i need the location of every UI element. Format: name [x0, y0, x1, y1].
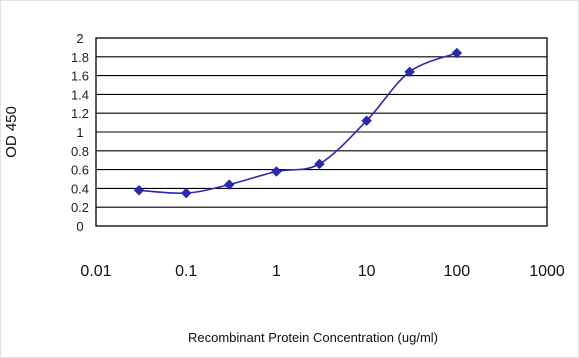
y-tick-label: 0 [76, 219, 83, 234]
data-point [223, 179, 235, 190]
y-tick-label: 1.2 [71, 106, 89, 121]
x-tick-label: 0.01 [80, 263, 111, 280]
y-tick-label: 2 [76, 31, 83, 46]
data-point [361, 115, 372, 127]
plot-area [95, 37, 548, 227]
data-point [180, 187, 192, 199]
x-axis-label: Recombinant Protein Concentration (ug/ml… [188, 330, 438, 345]
y-tick-label: 0.4 [71, 181, 89, 196]
gridlines [96, 56, 547, 208]
x-tick-label: 100 [443, 263, 470, 280]
data-point [133, 184, 145, 196]
x-tick-label: 0.1 [175, 263, 197, 280]
data-point [451, 47, 463, 59]
data-markers [133, 47, 463, 199]
x-tick-label: 1 [272, 263, 281, 280]
y-tick-label: 0.6 [71, 163, 89, 178]
x-tick-label: 10 [358, 263, 376, 280]
data-point [314, 158, 325, 170]
y-tick-label: 1.4 [71, 87, 89, 102]
y-tick-label: 0.8 [71, 144, 89, 159]
y-tick-label: 1 [76, 125, 83, 140]
y-tick-label: 1.6 [71, 69, 89, 84]
y-axis-label: OD 450 [3, 106, 20, 158]
data-point [271, 166, 282, 177]
x-tick-label: 1000 [529, 263, 565, 280]
y-tick-label: 0.2 [71, 200, 89, 215]
data-point [404, 66, 415, 78]
y-tick-label: 1.8 [71, 50, 89, 65]
y-tick-labels: 0 0.2 0.4 0.6 0.8 1 1.2 1.4 1.6 1.8 2 [71, 31, 89, 234]
x-tick-labels: 0.01 0.1 1 10 100 1000 [80, 263, 564, 280]
series-line [138, 52, 458, 195]
